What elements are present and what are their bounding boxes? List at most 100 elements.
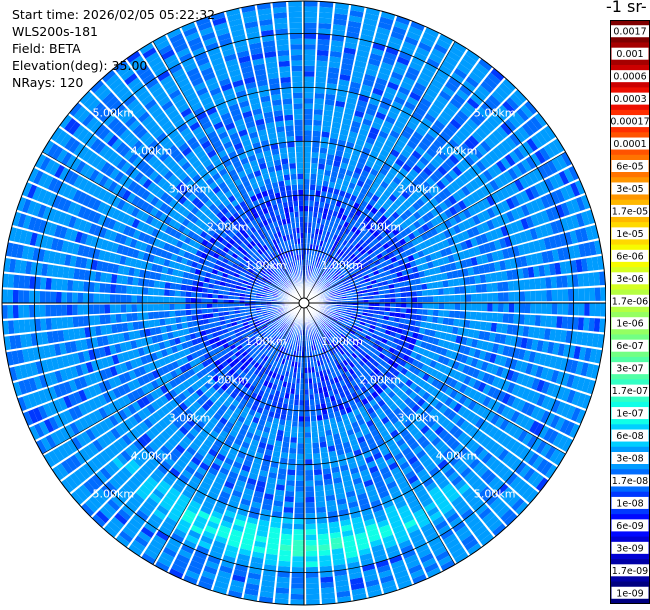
beta-gate-cell — [203, 411, 213, 421]
beta-gate-cell — [343, 540, 356, 548]
beta-gate-cell — [584, 347, 592, 362]
beta-gate-cell — [338, 190, 346, 197]
beta-gate-cell — [409, 373, 418, 382]
beta-gate-cell — [92, 396, 103, 409]
beta-gate-cell — [416, 449, 427, 460]
beta-gate-cell — [351, 421, 359, 429]
beta-gate-cell — [361, 341, 368, 347]
beta-gate-cell — [277, 332, 282, 338]
beta-gate-cell — [476, 465, 489, 478]
beta-gate-cell — [386, 206, 395, 215]
beta-gate-cell — [170, 532, 185, 544]
beta-gate-cell — [497, 292, 504, 302]
beta-gate-cell — [127, 350, 135, 360]
beta-gate-cell — [444, 246, 453, 256]
beta-gate-cell — [409, 168, 419, 178]
beta-gate-cell — [475, 188, 486, 200]
beta-gate-cell — [346, 187, 354, 195]
beta-gate-cell — [254, 429, 263, 437]
beta-gate-cell — [264, 343, 271, 350]
beta-gate-cell — [92, 439, 104, 452]
beta-gate-cell — [416, 77, 430, 88]
beta-gate-cell — [98, 381, 107, 393]
beta-gate-cell — [453, 428, 464, 440]
beta-gate-cell — [332, 165, 340, 173]
beta-gate-cell — [383, 51, 397, 61]
beta-gate-cell — [170, 324, 178, 332]
beta-gate-cell — [345, 314, 351, 318]
beta-gate-cell — [486, 283, 493, 293]
beta-gate-cell — [323, 321, 329, 326]
beta-gate-cell — [336, 177, 344, 185]
beta-gate-cell — [335, 492, 346, 500]
beta-gate-cell — [182, 422, 193, 432]
beta-gate-cell — [380, 429, 390, 438]
beta-gate-cell — [240, 498, 251, 507]
beta-gate-cell — [556, 275, 563, 288]
beta-gate-cell — [343, 377, 350, 385]
beta-gate-cell — [487, 166, 498, 179]
beta-gate-cell — [38, 421, 50, 436]
beta-gate-cell — [344, 336, 351, 343]
beta-gate-cell — [468, 347, 476, 357]
beta-gate-cell — [127, 404, 137, 415]
beta-gate-cell — [150, 539, 164, 551]
beta-gate-cell — [357, 381, 365, 389]
beta-gate-cell — [194, 490, 207, 501]
beta-gate-cell — [381, 416, 390, 425]
beta-gate-cell — [430, 207, 440, 217]
beta-gate-cell — [500, 367, 510, 379]
beta-gate-cell — [257, 475, 267, 483]
beta-gate-cell — [393, 433, 403, 443]
beta-gate-cell — [457, 447, 469, 459]
beta-gate-cell — [325, 357, 331, 364]
beta-gate-cell — [332, 266, 339, 273]
beta-gate-cell — [202, 313, 209, 320]
beta-gate-cell — [459, 174, 469, 185]
beta-gate-cell — [251, 380, 259, 388]
beta-gate-cell — [313, 463, 322, 470]
beta-gate-cell — [368, 533, 381, 543]
beta-gate-cell — [247, 320, 254, 325]
beta-gate-cell — [367, 350, 374, 357]
beta-gate-cell — [331, 371, 337, 379]
beta-gate-cell — [238, 326, 245, 332]
beta-gate-cell — [344, 327, 351, 333]
beta-gate-cell — [329, 293, 336, 296]
beta-gate-cell — [174, 405, 184, 415]
beta-gate-cell — [323, 175, 330, 182]
beta-gate-cell — [388, 461, 399, 471]
beta-gate-cell — [437, 150, 448, 161]
beta-gate-cell — [263, 454, 272, 462]
beta-gate-cell — [204, 390, 213, 399]
beta-gate-cell — [283, 436, 290, 443]
beta-gate-cell — [518, 446, 531, 460]
beta-gate-cell — [521, 401, 531, 414]
beta-gate-cell — [405, 313, 412, 320]
beta-gate-cell — [129, 518, 143, 530]
beta-gate-cell — [377, 461, 388, 470]
beta-gate-cell — [316, 414, 323, 421]
beta-gate-cell — [263, 316, 270, 321]
beta-gate-cell — [458, 373, 467, 383]
beta-gate-cell — [325, 429, 333, 437]
beta-gate-cell — [351, 352, 358, 359]
beta-gate-cell — [358, 39, 372, 48]
beta-gate-cell — [364, 245, 371, 252]
beta-gate-cell — [334, 569, 348, 577]
beta-gate-cell — [137, 436, 148, 448]
beta-gate-cell — [252, 434, 261, 442]
beta-gate-cell — [406, 31, 421, 42]
beta-gate-cell — [479, 123, 492, 136]
beta-gate-cell — [399, 167, 409, 177]
beta-gate-cell — [357, 192, 366, 200]
beta-gate-cell — [402, 256, 410, 264]
beta-gate-cell — [422, 477, 434, 488]
beta-gate-cell — [413, 483, 425, 494]
beta-gate-cell — [585, 363, 595, 378]
beta-gate-cell — [325, 283, 332, 289]
beta-gate-cell — [46, 331, 54, 344]
beta-gate-cell — [350, 438, 359, 447]
beta-gate-cell — [416, 421, 427, 431]
beta-gate-cell — [467, 516, 481, 529]
